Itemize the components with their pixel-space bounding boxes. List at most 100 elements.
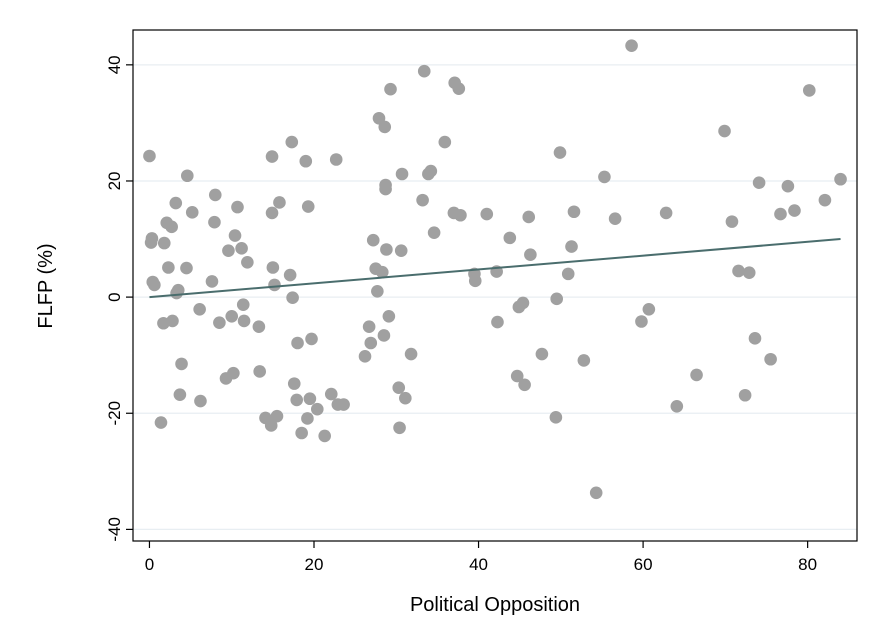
- data-point: [380, 243, 393, 256]
- data-point: [175, 357, 188, 371]
- data-point: [283, 268, 297, 282]
- data-point: [236, 298, 250, 311]
- data-point: [438, 135, 452, 149]
- data-point: [318, 429, 331, 443]
- data-point: [265, 150, 279, 163]
- plot-frame: [132, 29, 858, 542]
- data-point: [468, 274, 482, 288]
- data-point: [567, 205, 581, 219]
- data-point: [670, 399, 684, 413]
- data-point: [157, 236, 171, 250]
- data-point: [384, 82, 397, 96]
- data-point: [516, 296, 530, 310]
- data-point: [625, 39, 638, 52]
- data-point: [270, 409, 284, 423]
- data-point: [802, 84, 816, 97]
- data-point: [522, 210, 536, 224]
- data-point: [454, 208, 467, 222]
- data-point: [290, 393, 304, 407]
- data-point: [362, 320, 376, 334]
- data-point: [404, 347, 418, 361]
- data-point: [764, 352, 777, 366]
- data-point: [659, 206, 673, 220]
- data-point: [834, 172, 847, 186]
- data-point: [416, 193, 429, 207]
- data-point: [165, 220, 178, 234]
- data-point: [235, 242, 248, 255]
- data-point: [518, 378, 531, 392]
- x-axis-title: Political Opposition: [410, 594, 580, 616]
- data-point: [222, 244, 235, 257]
- data-point: [286, 291, 299, 304]
- data-point: [608, 212, 622, 226]
- data-point: [143, 149, 156, 163]
- data-point: [774, 207, 787, 221]
- data-point: [173, 388, 187, 401]
- data-point: [417, 64, 431, 78]
- data-point: [205, 275, 219, 288]
- data-point: [561, 267, 575, 281]
- data-point: [738, 388, 752, 402]
- data-point: [287, 377, 301, 390]
- data-point: [377, 329, 391, 342]
- data-point: [718, 124, 731, 138]
- data-point: [225, 309, 239, 323]
- data-point: [732, 264, 745, 278]
- data-point: [690, 368, 703, 382]
- data-point: [553, 146, 567, 159]
- data-point: [510, 369, 524, 383]
- data-point: [393, 421, 406, 435]
- data-point: [725, 215, 739, 228]
- gridlines: [133, 64, 857, 530]
- data-point: [524, 248, 537, 262]
- data-point: [171, 283, 185, 297]
- data-point: [180, 261, 193, 275]
- data-point: [742, 266, 756, 280]
- data-point: [154, 416, 168, 429]
- data-point: [503, 231, 517, 245]
- y-tick-label: 20: [105, 172, 124, 191]
- data-point: [589, 486, 603, 500]
- y-tick-label: 40: [105, 55, 124, 74]
- data-point: [241, 255, 254, 269]
- data-point: [427, 226, 441, 239]
- data-point: [399, 391, 412, 405]
- x-tick-label: 80: [798, 555, 817, 574]
- data-point: [371, 285, 384, 298]
- data-point: [366, 233, 380, 247]
- data-point: [642, 303, 656, 316]
- axes: 0 20 40 60 80 -40 -20 0 20 40: [105, 55, 817, 574]
- data-point: [301, 412, 314, 425]
- data-point: [452, 82, 466, 95]
- data-point: [169, 196, 183, 210]
- chart-background: [8, 10, 870, 634]
- data-point: [379, 182, 392, 196]
- data-point: [535, 347, 549, 361]
- data-point: [194, 394, 207, 408]
- data-point: [375, 265, 389, 279]
- data-point: [285, 135, 299, 149]
- data-point: [491, 315, 504, 329]
- data-point: [237, 314, 251, 328]
- x-tick-label: 0: [145, 555, 154, 574]
- data-point: [145, 232, 159, 245]
- data-point: [227, 366, 240, 380]
- y-tick-label: 0: [105, 292, 124, 301]
- data-point: [748, 332, 762, 345]
- data-point: [324, 387, 338, 401]
- data-point: [166, 314, 179, 328]
- data-point: [253, 365, 266, 378]
- data-point: [303, 392, 317, 406]
- data-point: [781, 179, 795, 193]
- data-point: [291, 336, 304, 350]
- data-point: [549, 411, 563, 424]
- data-point: [301, 200, 315, 213]
- data-point: [148, 278, 161, 292]
- data-point: [193, 303, 206, 316]
- data-point: [480, 207, 494, 221]
- data-point: [185, 206, 199, 219]
- data-point: [382, 309, 396, 323]
- data-point: [273, 196, 286, 209]
- fit-line: [149, 238, 841, 299]
- y-tick-label: -40: [105, 517, 124, 542]
